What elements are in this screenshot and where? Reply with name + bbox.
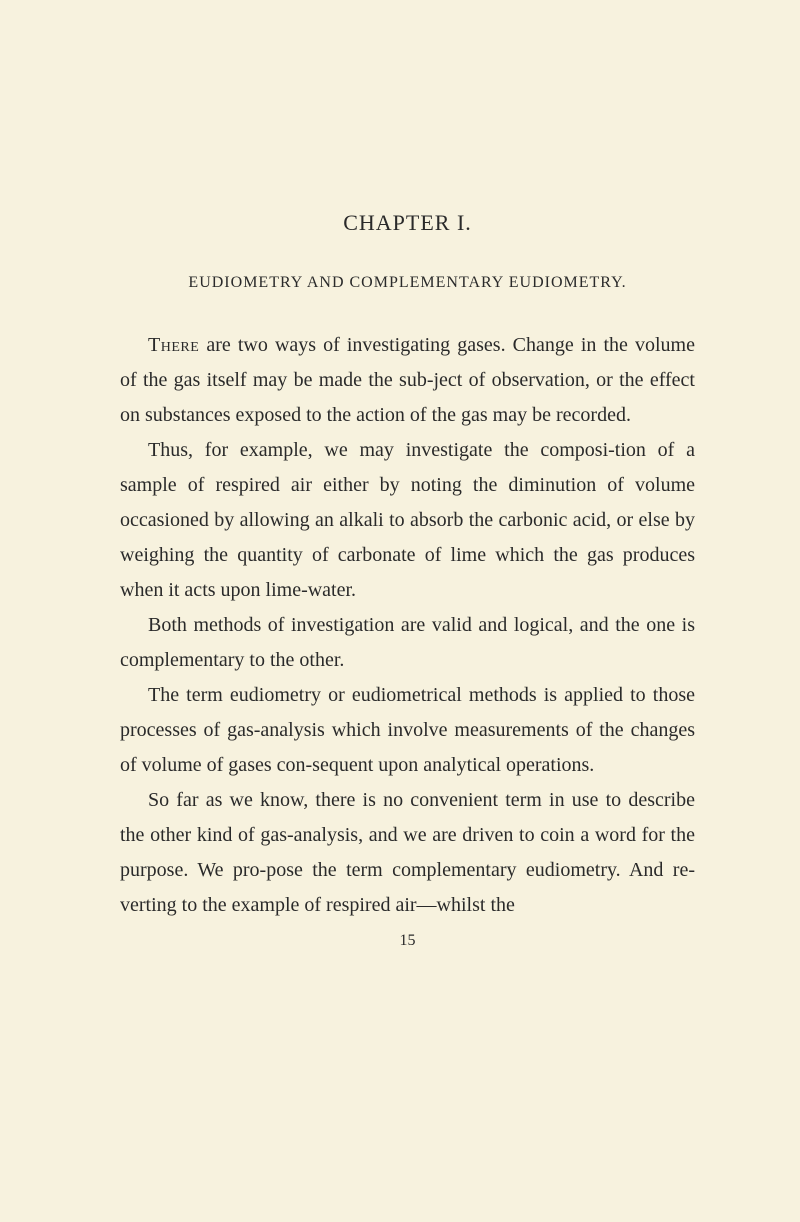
- chapter-subtitle: EUDIOMETRY AND COMPLEMENTARY EUDIOMETRY.: [120, 274, 695, 292]
- paragraph-5: So far as we know, there is no convenien…: [120, 783, 695, 923]
- body-text: There are two ways of investigating gase…: [120, 328, 695, 955]
- paragraph-4: The term eudiometry or eudiometrical met…: [120, 678, 695, 783]
- paragraph-1: There are two ways of investigating gase…: [120, 328, 695, 433]
- paragraph-1-rest: are two ways of investigating gases. Cha…: [120, 334, 695, 426]
- paragraph-3: Both methods of investigation are valid …: [120, 608, 695, 678]
- paragraph-2: Thus, for example, we may investigate th…: [120, 433, 695, 608]
- page-number: 15: [120, 927, 695, 955]
- first-word: There: [148, 334, 199, 356]
- chapter-title: CHAPTER I.: [120, 210, 695, 236]
